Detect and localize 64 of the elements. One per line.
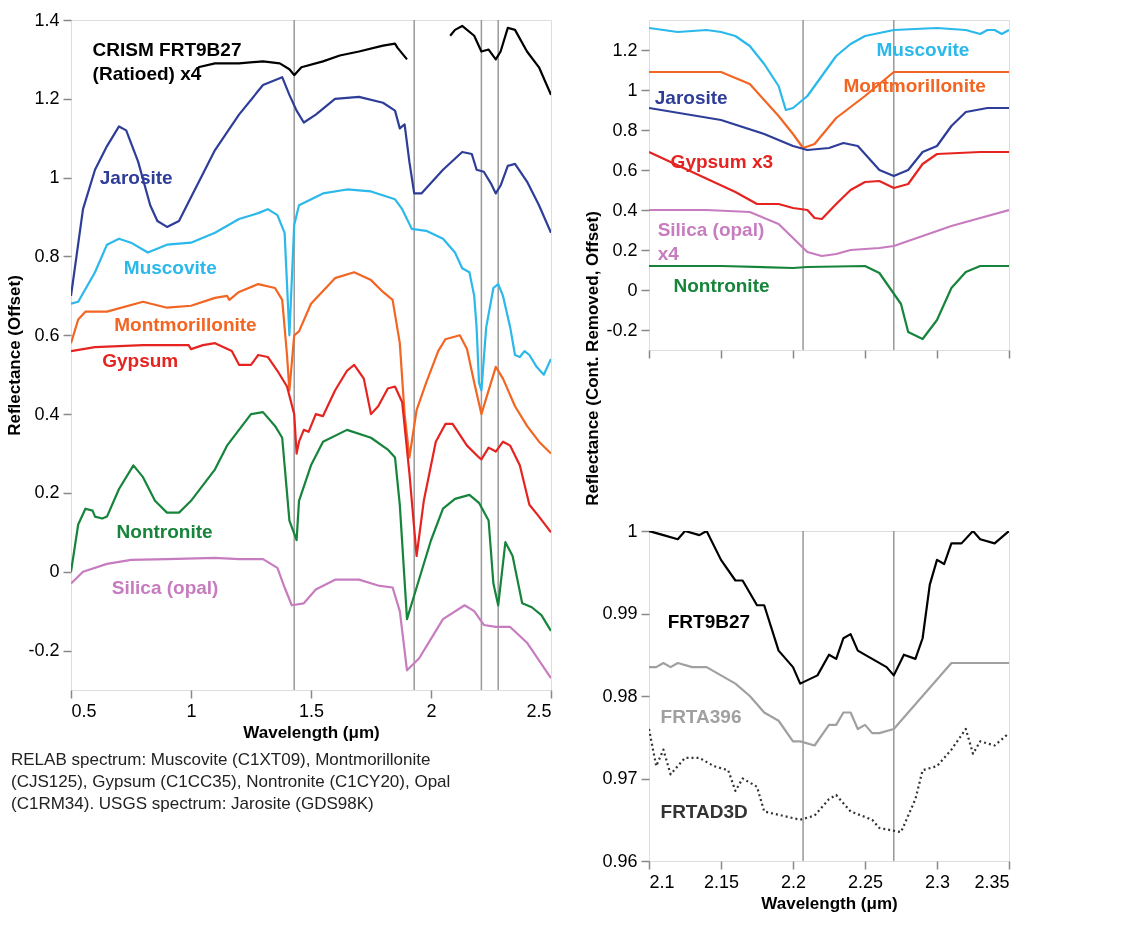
- x-tick-label: 2.35: [974, 871, 1010, 892]
- x-tick-label: 2: [426, 700, 437, 721]
- line-series: [71, 411, 551, 632]
- y-tick-label: 0.4: [34, 403, 60, 424]
- x-axis-title: Wavelength (μm): [761, 893, 898, 913]
- y-axis-title: Reflectance (Cont. Removed, Offset): [583, 211, 603, 506]
- x-tick-label: 1.5: [298, 700, 325, 721]
- series-label: Montmorillonite: [114, 314, 257, 336]
- line-series: [649, 70, 1009, 150]
- series-label: Nontronite: [673, 275, 770, 296]
- text: RELAB spectrum: Muscovite (C1XT09), Montmorillonite (CJS125), Gypsum (C1CC35), Nontronite (C1CY20), Opal (C1RM34). USGS spectrum: Jarosite (GDS98K): [11, 750, 451, 813]
- y-tick-label: 0.2: [34, 482, 60, 503]
- y-tick-label: 1.4: [34, 9, 60, 30]
- y-tick-label: 0: [627, 279, 638, 300]
- x-tick-label: 2.25: [847, 871, 884, 892]
- series-label: Jarosite: [654, 87, 728, 108]
- line-series: [649, 531, 1009, 685]
- series-label: CRISM FRT9B27 (Ratioed) x4: [92, 38, 242, 84]
- line-series: [71, 188, 551, 392]
- series-label: Gypsum x3: [670, 151, 774, 172]
- y-tick-label: -0.2: [606, 319, 638, 340]
- series-label: Muscovite: [123, 257, 217, 279]
- y-tick-label: 0.8: [34, 245, 60, 266]
- x-tick-label: 2.1: [649, 871, 675, 892]
- line-series: [649, 727, 1009, 834]
- y-tick-label: 0: [49, 561, 60, 582]
- y-axis-title: Reflectance (Offset): [5, 275, 25, 436]
- y-tick-label: 0.99: [602, 603, 638, 623]
- line-series: [649, 208, 1009, 258]
- y-tick-label: 0.2: [612, 239, 638, 260]
- x-tick-label: 1: [186, 700, 197, 721]
- y-tick-label: 1: [49, 167, 60, 188]
- line-series: [649, 150, 1009, 221]
- x-tick-label: 2.15: [703, 871, 740, 892]
- series-label: Silica (opal) x4: [657, 219, 765, 264]
- line-series: [649, 26, 1009, 112]
- x-tick-label: 2.3: [924, 871, 951, 892]
- line-series: [71, 342, 551, 558]
- y-tick-label: 0.8: [612, 119, 638, 140]
- y-tick-label: 1.2: [34, 88, 60, 109]
- series-label: FRT9B27: [667, 610, 751, 632]
- x-tick-label: 2.5: [526, 700, 552, 721]
- y-tick-label: 0.4: [612, 199, 638, 220]
- series-label: Nontronite: [116, 521, 213, 543]
- series-label: Muscovite: [876, 39, 970, 60]
- y-tick-label: 0.98: [602, 685, 638, 706]
- series-label: FRTAD3D: [660, 800, 748, 822]
- y-tick-label: 1.2: [612, 39, 638, 60]
- x-tick-label: 2.2: [780, 871, 807, 892]
- x-tick-label: 0.5: [71, 700, 97, 721]
- y-tick-label: 0.97: [602, 768, 638, 788]
- line-series: [71, 556, 551, 680]
- series-label: FRTA396: [660, 705, 742, 727]
- series-label: Silica (opal): [111, 576, 219, 598]
- y-tick-label: 1: [627, 79, 638, 100]
- y-tick-label: 0.6: [34, 324, 60, 345]
- x-axis-title: Wavelength (μm): [243, 722, 380, 742]
- y-tick-label: 0.96: [602, 850, 638, 871]
- y-tick-label: -0.2: [28, 640, 60, 661]
- y-tick-label: 0.6: [612, 159, 638, 180]
- y-tick-label: 1: [627, 520, 638, 541]
- line-series: [649, 106, 1009, 178]
- line-series: [649, 264, 1009, 341]
- series-label: Gypsum: [102, 349, 179, 371]
